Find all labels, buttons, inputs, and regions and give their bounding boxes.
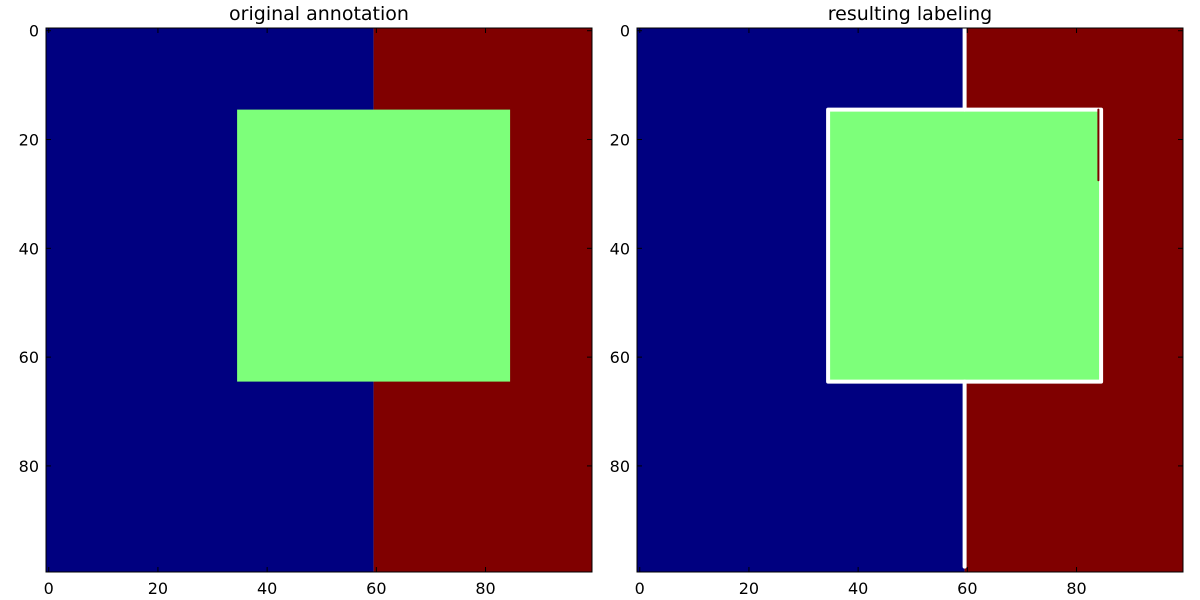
panel-resulting-labeling: 0 20 40 60 80 0 20 40 60 80 resulting labeling bbox=[610, 3, 1184, 598]
panel-original-annotation: 0 20 40 60 80 0 20 40 60 80 original annotation bbox=[19, 3, 593, 598]
x-tick-label: 20 bbox=[739, 579, 759, 598]
y-tick-label: 60 bbox=[19, 348, 39, 367]
y-tick-label: 80 bbox=[19, 457, 39, 476]
chart-title: original annotation bbox=[229, 3, 409, 25]
label-region-1 bbox=[828, 109, 1102, 382]
x-tick-label: 60 bbox=[957, 579, 977, 598]
y-tick-label: 0 bbox=[620, 22, 630, 41]
axes-frame bbox=[636, 27, 1184, 573]
x-tick-label: 60 bbox=[366, 579, 386, 598]
y-tick-label: 80 bbox=[610, 457, 630, 476]
x-tick-label: 0 bbox=[44, 579, 54, 598]
boundary-line-0 bbox=[826, 107, 1104, 384]
x-tick-label: 0 bbox=[635, 579, 645, 598]
y-tick-label: 40 bbox=[19, 239, 39, 258]
axes-frame bbox=[45, 27, 593, 573]
y-tick-label: 40 bbox=[610, 239, 630, 258]
x-tick-label: 80 bbox=[475, 579, 495, 598]
chart-title: resulting labeling bbox=[828, 3, 993, 25]
plot-area bbox=[637, 28, 1183, 572]
x-tick-label: 40 bbox=[848, 579, 868, 598]
y-tick-label: 20 bbox=[610, 131, 630, 150]
y-tick-label: 0 bbox=[29, 22, 39, 41]
plot-area bbox=[46, 28, 592, 572]
label-region-1 bbox=[237, 109, 511, 382]
y-tick-label: 20 bbox=[19, 131, 39, 150]
x-tick-label: 20 bbox=[148, 579, 168, 598]
x-tick-label: 40 bbox=[257, 579, 277, 598]
y-tick-label: 60 bbox=[610, 348, 630, 367]
x-tick-label: 80 bbox=[1066, 579, 1086, 598]
